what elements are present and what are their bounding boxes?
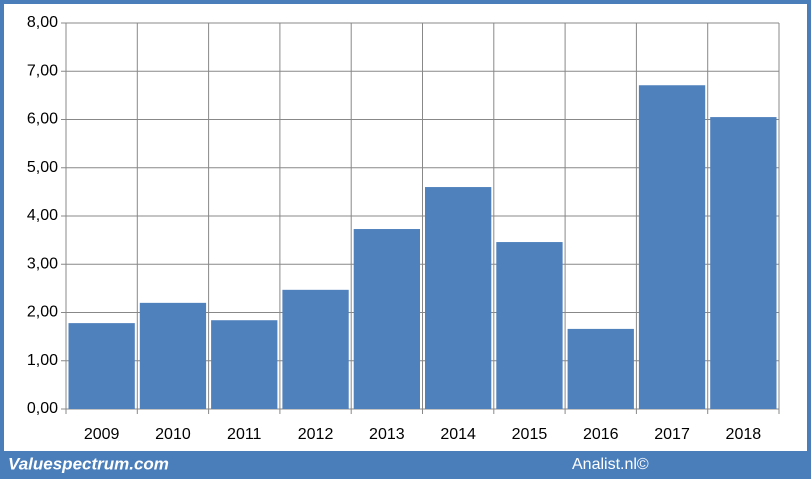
x-tick-label: 2012 <box>298 426 334 443</box>
y-tick-label: 5,00 <box>27 159 58 176</box>
bar <box>282 289 349 409</box>
x-tick-label: 2010 <box>155 426 191 443</box>
bar <box>139 302 207 409</box>
y-tick-label: 6,00 <box>27 111 58 128</box>
x-tick-label: 2016 <box>583 426 619 443</box>
bar <box>68 323 135 409</box>
y-tick-label: 7,00 <box>27 62 58 79</box>
x-tick-label: 2014 <box>440 426 476 443</box>
bar <box>424 187 492 409</box>
y-tick-label: 0,00 <box>27 400 58 417</box>
y-tick-label: 2,00 <box>27 304 58 321</box>
x-tick-label: 2013 <box>369 426 405 443</box>
bar <box>496 242 563 409</box>
x-tick-label: 2018 <box>726 426 762 443</box>
bar <box>710 117 777 410</box>
bar <box>567 328 634 409</box>
bar <box>638 85 706 410</box>
footer-site: Valuespectrum.com <box>8 454 169 473</box>
bar <box>211 320 278 409</box>
bar <box>353 229 421 409</box>
y-tick-label: 8,00 <box>27 14 58 31</box>
footer-credit: Analist.nl© <box>572 456 649 473</box>
y-tick-label: 3,00 <box>27 255 58 272</box>
x-tick-label: 2015 <box>512 426 548 443</box>
x-tick-label: 2017 <box>654 426 690 443</box>
x-tick-label: 2011 <box>227 426 262 443</box>
y-tick-label: 1,00 <box>27 352 58 369</box>
y-tick-label: 4,00 <box>27 207 58 224</box>
x-tick-label: 2009 <box>84 426 120 443</box>
